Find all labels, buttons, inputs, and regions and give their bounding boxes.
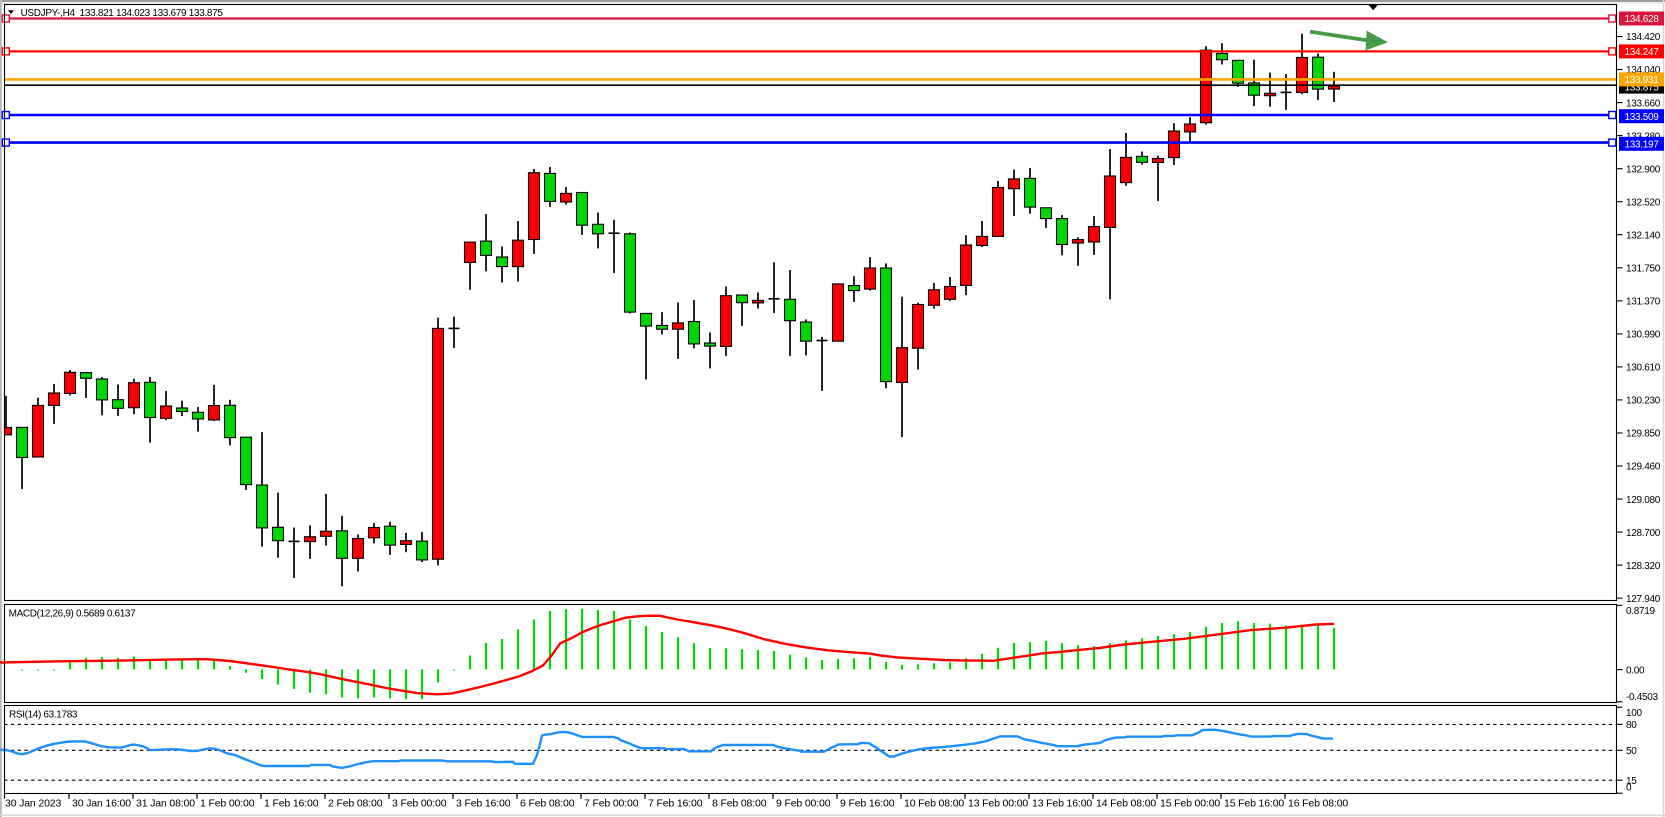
svg-text:130.230: 130.230 — [1626, 396, 1661, 407]
svg-text:100: 100 — [1626, 708, 1643, 719]
svg-text:3 Feb 16:00: 3 Feb 16:00 — [456, 798, 511, 810]
svg-text:9 Feb 16:00: 9 Feb 16:00 — [840, 798, 895, 810]
svg-text:0: 0 — [1626, 783, 1632, 794]
svg-text:129.460: 129.460 — [1626, 462, 1661, 473]
svg-text:-0.4503: -0.4503 — [1626, 692, 1659, 703]
svg-text:8 Feb 08:00: 8 Feb 08:00 — [712, 798, 767, 810]
svg-text:133.931: 133.931 — [1624, 75, 1659, 86]
svg-text:131.370: 131.370 — [1626, 297, 1661, 308]
svg-text:131.750: 131.750 — [1626, 264, 1661, 275]
svg-text:129.850: 129.850 — [1626, 429, 1661, 440]
svg-text:132.140: 132.140 — [1626, 230, 1661, 241]
svg-text:133.197: 133.197 — [1624, 140, 1659, 151]
svg-text:134.628: 134.628 — [1624, 14, 1659, 25]
svg-text:133.509: 133.509 — [1624, 112, 1659, 123]
svg-text:128.320: 128.320 — [1626, 561, 1661, 572]
svg-text:14 Feb 08:00: 14 Feb 08:00 — [1096, 798, 1156, 810]
svg-text:130.610: 130.610 — [1626, 363, 1661, 374]
svg-text:6 Feb 08:00: 6 Feb 08:00 — [520, 798, 575, 810]
svg-text:USDJPY-,H4 133.821 134.023 13: USDJPY-,H4 133.821 134.023 133.679 133.8… — [21, 8, 224, 19]
svg-text:7 Feb 00:00: 7 Feb 00:00 — [584, 798, 639, 810]
svg-text:134.247: 134.247 — [1624, 47, 1659, 58]
svg-text:127.940: 127.940 — [1626, 594, 1661, 605]
svg-text:132.900: 132.900 — [1626, 164, 1661, 175]
svg-text:50: 50 — [1626, 746, 1637, 757]
svg-text:129.080: 129.080 — [1626, 495, 1661, 506]
svg-text:15 Feb 16:00: 15 Feb 16:00 — [1224, 798, 1284, 810]
svg-text:30 Jan 2023: 30 Jan 2023 — [5, 798, 61, 810]
svg-text:RSI(14) 63.1783: RSI(14) 63.1783 — [9, 710, 78, 721]
svg-text:134.040: 134.040 — [1626, 65, 1661, 76]
svg-text:13 Feb 00:00: 13 Feb 00:00 — [968, 798, 1028, 810]
svg-text:133.660: 133.660 — [1626, 98, 1661, 109]
svg-text:2 Feb 08:00: 2 Feb 08:00 — [328, 798, 383, 810]
svg-text:1 Feb 16:00: 1 Feb 16:00 — [264, 798, 319, 810]
svg-text:31 Jan 08:00: 31 Jan 08:00 — [136, 798, 195, 810]
svg-text:10 Feb 08:00: 10 Feb 08:00 — [904, 798, 964, 810]
svg-text:128.700: 128.700 — [1626, 528, 1661, 539]
svg-text:16 Feb 08:00: 16 Feb 08:00 — [1288, 798, 1348, 810]
svg-text:13 Feb 16:00: 13 Feb 16:00 — [1032, 798, 1092, 810]
svg-text:0.00: 0.00 — [1626, 665, 1645, 676]
svg-text:134.420: 134.420 — [1626, 32, 1661, 43]
svg-text:132.520: 132.520 — [1626, 197, 1661, 208]
svg-text:30 Jan 16:00: 30 Jan 16:00 — [72, 798, 131, 810]
svg-text:7 Feb 16:00: 7 Feb 16:00 — [648, 798, 703, 810]
svg-text:15 Feb 00:00: 15 Feb 00:00 — [1160, 798, 1220, 810]
svg-text:15: 15 — [1626, 776, 1637, 787]
svg-text:130.990: 130.990 — [1626, 330, 1661, 341]
svg-text:80: 80 — [1626, 720, 1637, 731]
svg-text:0.8719: 0.8719 — [1626, 606, 1656, 617]
svg-text:MACD(12,26,9) 0.5689 0.6137: MACD(12,26,9) 0.5689 0.6137 — [9, 609, 137, 620]
svg-text:3 Feb 00:00: 3 Feb 00:00 — [392, 798, 447, 810]
svg-text:9 Feb 00:00: 9 Feb 00:00 — [776, 798, 831, 810]
svg-text:1 Feb 00:00: 1 Feb 00:00 — [200, 798, 255, 810]
svg-text:133.875: 133.875 — [1624, 82, 1659, 93]
